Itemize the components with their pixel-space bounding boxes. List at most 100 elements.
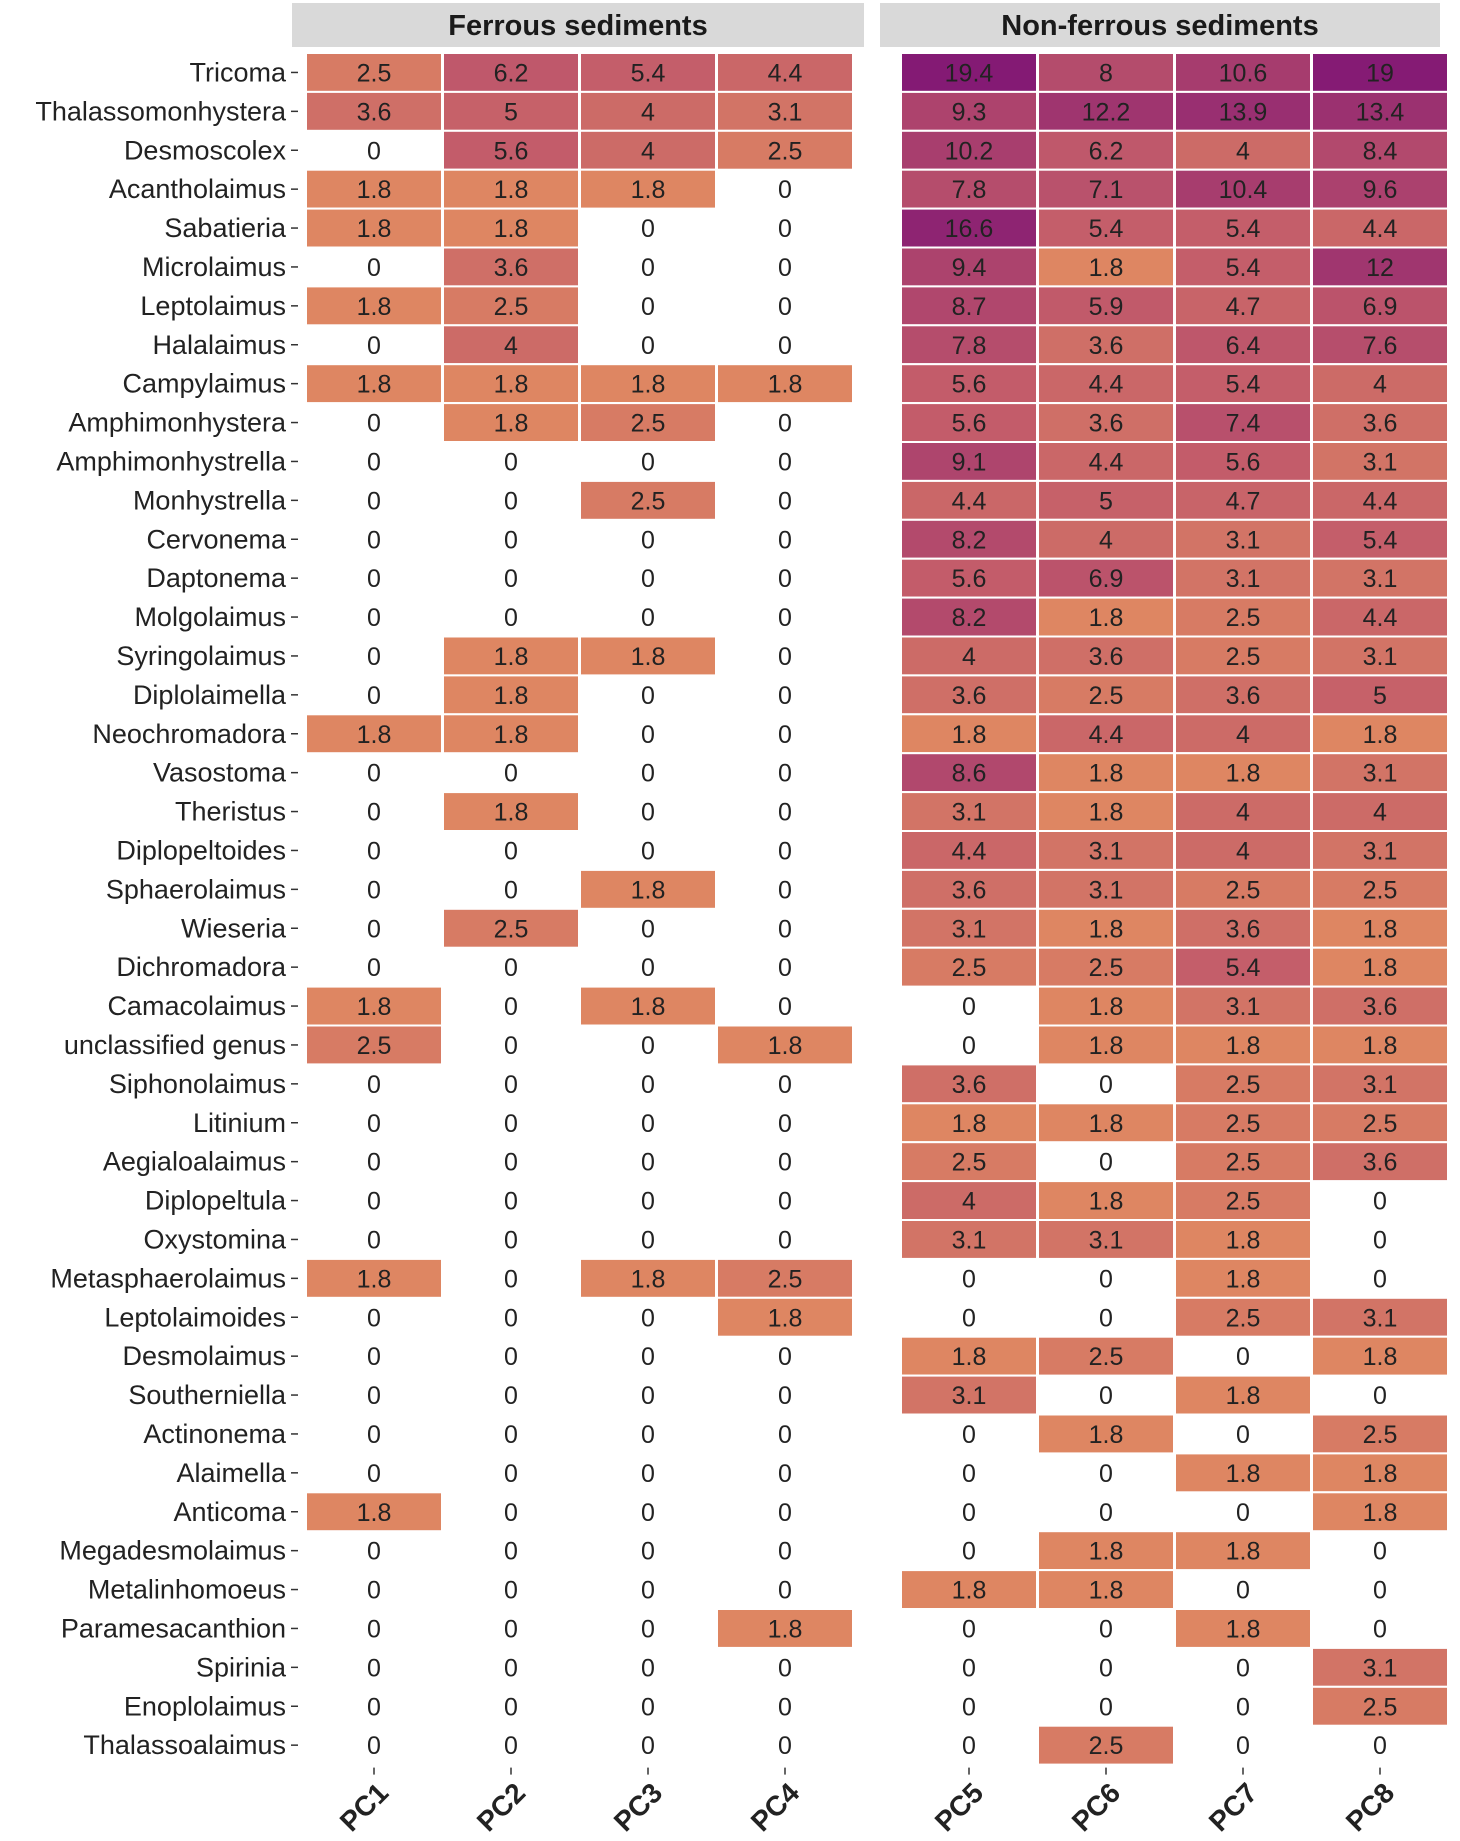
heatmap-cell <box>716 1024 854 1066</box>
cell-value-label: 4 <box>962 643 976 671</box>
cell-value-label: 0 <box>504 1188 518 1216</box>
heatmap-cell <box>1311 1413 1449 1455</box>
heatmap-cell <box>900 402 1038 444</box>
cell-value-label: 0 <box>641 1654 655 1682</box>
sample-label: PC5 <box>929 1777 989 1837</box>
genus-label: Acantholaimus <box>109 174 286 204</box>
cell-value-label: 1.8 <box>494 799 529 827</box>
cell-value-label: 0 <box>367 954 381 982</box>
heatmap-cell <box>900 90 1038 132</box>
cell-value-label: 0 <box>367 760 381 788</box>
cell-value-label: 2.5 <box>1226 604 1261 632</box>
cell-value-label: 4.4 <box>1089 371 1124 399</box>
heatmap-cell <box>1037 1569 1175 1610</box>
cell-value-label: 2.5 <box>1363 1110 1398 1138</box>
cell-value-label: 0 <box>778 915 792 943</box>
cell-value-label: 0 <box>367 1110 381 1138</box>
genus-label: Desmolaimus <box>122 1341 286 1371</box>
cell-value-label: 1.8 <box>357 993 392 1021</box>
heatmap-cell <box>442 363 580 405</box>
genus-label: Anticoma <box>173 1497 287 1527</box>
heatmap-cell <box>579 635 717 677</box>
cell-value-label: 4 <box>962 1188 976 1216</box>
cell-value-label: 0 <box>1099 1693 1113 1721</box>
cell-value-label: 4.4 <box>768 59 803 87</box>
cell-value-label: 0 <box>367 1538 381 1566</box>
cell-value-label: 0 <box>1373 1615 1387 1643</box>
heatmap-cell <box>900 518 1038 560</box>
cell-value-label: 1.8 <box>1089 1188 1124 1216</box>
facet-strip-non-ferrous <box>880 3 1440 47</box>
cell-value-label: 9.3 <box>952 98 987 126</box>
cell-value-label: 0 <box>778 1110 792 1138</box>
cell-value-label: 3.1 <box>1226 565 1261 593</box>
cell-value-label: 0 <box>641 1188 655 1216</box>
heatmap-cell <box>1311 946 1449 988</box>
cell-value-label: 4 <box>1236 837 1250 865</box>
cell-value-label: 3.6 <box>1226 682 1261 710</box>
cell-value-label: 3.1 <box>1363 1071 1398 1099</box>
heatmap-cell <box>1037 1413 1175 1455</box>
cell-value-label: 1.8 <box>1363 1032 1398 1060</box>
cell-value-label: 0 <box>367 1693 381 1721</box>
cell-value-label: 4.7 <box>1226 487 1261 515</box>
cell-value-label: 7.8 <box>952 332 987 360</box>
cell-value-label: 2.5 <box>1226 1149 1261 1177</box>
heatmap-cell <box>1311 402 1449 444</box>
cell-value-label: 9.1 <box>952 448 987 476</box>
genus-label: Siphonolaimus <box>109 1069 286 1099</box>
cell-value-label: 0 <box>367 1226 381 1254</box>
cell-value-label: 1.8 <box>1363 915 1398 943</box>
cell-value-label: 0 <box>778 760 792 788</box>
cell-value-label: 1.8 <box>494 643 529 671</box>
genus-label: Neochromadora <box>92 719 287 749</box>
cell-value-label: 0 <box>367 876 381 904</box>
cell-value-label: 0 <box>778 643 792 671</box>
cell-value-label: 13.9 <box>1219 98 1268 126</box>
cell-value-label: 5.4 <box>1226 954 1261 982</box>
genus-label: Amphimonhystera <box>68 408 287 438</box>
heatmap-cell <box>1311 479 1449 521</box>
cell-value-label: 0 <box>367 526 381 554</box>
cell-value-label: 1.8 <box>494 176 529 204</box>
cell-value-label: 2.5 <box>631 410 666 438</box>
cell-value-label: 3.6 <box>1089 332 1124 360</box>
cell-value-label: 0 <box>504 487 518 515</box>
cell-value-label: 5.6 <box>494 137 529 165</box>
cell-value-label: 0 <box>367 1732 381 1760</box>
cell-value-label: 1.8 <box>1089 915 1124 943</box>
cell-value-label: 0 <box>504 1110 518 1138</box>
genus-label: Enoplolaimus <box>124 1691 286 1721</box>
cell-value-label: 0 <box>504 604 518 632</box>
cell-value-label: 1.8 <box>1089 1577 1124 1605</box>
genus-label: Campylaimus <box>122 369 286 399</box>
cell-value-label: 0 <box>367 1460 381 1488</box>
cell-value-label: 0 <box>367 643 381 671</box>
cell-value-label: 1.8 <box>357 371 392 399</box>
genus-label: Halalaimus <box>152 330 286 360</box>
heatmap-cell <box>716 1296 854 1338</box>
heatmap-cell <box>1174 791 1312 832</box>
heatmap-cell <box>579 1257 717 1299</box>
cell-value-label: 0 <box>962 1304 976 1332</box>
heatmap-cell <box>1174 1530 1312 1572</box>
cell-value-label: 0 <box>1099 1654 1113 1682</box>
cell-value-label: 1.8 <box>357 176 392 204</box>
heatmap-cell <box>579 402 717 444</box>
cell-value-label: 0 <box>1373 1577 1387 1605</box>
cell-value-label: 6.2 <box>1089 137 1124 165</box>
genus-label: Cervonema <box>146 524 287 554</box>
cell-value-label: 0 <box>641 1110 655 1138</box>
heatmap-cell <box>305 985 443 1027</box>
genus-label: Theristus <box>175 797 286 827</box>
cell-value-label: 0 <box>1099 1071 1113 1099</box>
heatmap-cell <box>716 1608 854 1649</box>
cell-value-label: 0 <box>962 1499 976 1527</box>
genus-label: Desmoscolex <box>124 135 287 165</box>
cell-value-label: 0 <box>367 1304 381 1332</box>
heatmap-cell <box>900 1102 1038 1144</box>
cell-value-label: 0 <box>367 837 381 865</box>
cell-value-label: 0 <box>778 682 792 710</box>
genus-label: Oxystomina <box>143 1224 287 1254</box>
heatmap-cell <box>1037 946 1175 988</box>
